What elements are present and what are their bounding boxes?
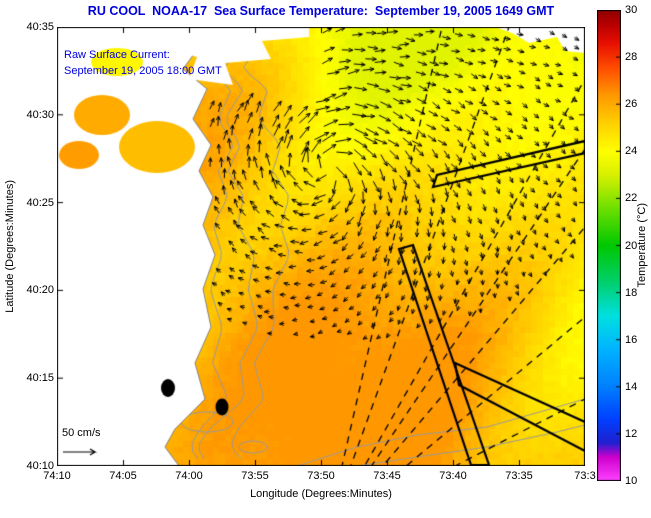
x-tick-label: 74:05 [109,470,137,482]
colorbar-tick-label: 16 [625,333,638,346]
colorbar-tick-label: 18 [625,286,638,299]
x-tick-label: 73:55 [241,470,269,482]
scale-arrow-label: 50 cm/s [62,427,101,439]
map-canvas [57,27,585,466]
x-tick-label: 73:40 [439,470,467,482]
colorbar-tick-label: 12 [625,427,638,440]
colorbar-tick-label: 28 [625,51,638,64]
colorbar-canvas [597,10,621,481]
plot-title: RU COOL NOAA-17 Sea Surface Temperature:… [87,4,555,18]
colorbar-tick-label: 20 [625,239,638,252]
current-annotation-line2: September 19, 2005 18:00 GMT [64,65,222,77]
colorbar-tick-label: 22 [625,192,638,205]
x-tick-label: 74:00 [175,470,203,482]
y-axis-label: Latitude (Degrees:Minutes) [2,27,18,466]
colorbar-tick-label: 14 [625,380,638,393]
y-tick-label: 40:30 [26,108,54,121]
y-tick-label: 40:10 [26,460,54,472]
y-tick-label: 40:35 [26,21,54,33]
y-axis-label-text: Latitude (Degrees:Minutes) [4,180,16,313]
colorbar-tick-label: 30 [625,4,638,16]
colorbar-tick-label: 10 [625,475,638,487]
colorbar-tick-label: 24 [625,145,638,158]
y-tick-label: 40:15 [26,372,54,385]
y-tick-label: 40:20 [26,284,54,297]
x-tick-label: 73:45 [373,470,401,482]
current-annotation-line1: Raw Surface Current: [64,49,170,61]
x-axis-label: Longitude (Degrees:Minutes) [250,488,392,500]
y-tick-label: 40:25 [26,196,54,209]
x-tick-label: 73:3 [574,470,596,482]
x-tick-label: 73:50 [307,470,335,482]
x-tick-label: 73:35 [505,470,533,482]
x-tick-label: 74:10 [43,470,71,482]
colorbar-tick-label: 26 [625,98,638,111]
